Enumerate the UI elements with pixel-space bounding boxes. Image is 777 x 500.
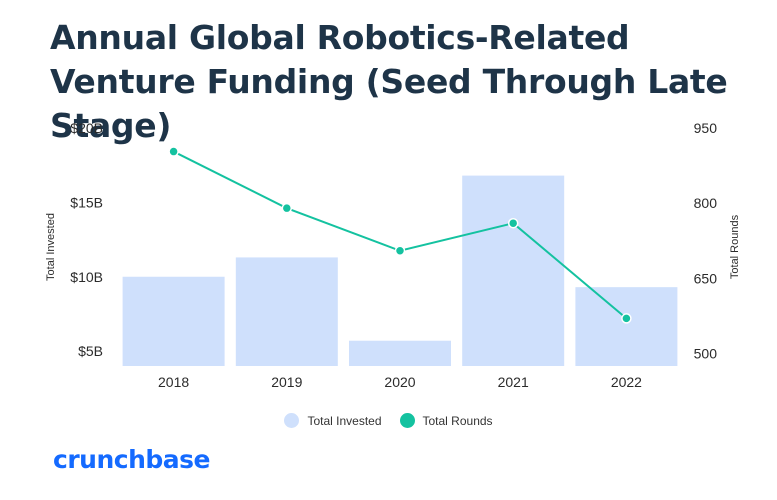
bar-2019 [235,257,338,366]
rounds-point-2020 [394,245,406,257]
bar-2020 [349,340,451,366]
x-tick-label: 2020 [384,374,415,390]
left-tick-label: $20B [70,120,103,136]
left-axis-title: Total Invested [45,213,57,281]
right-axis-title: Total Rounds [729,214,741,279]
rounds-point-2021 [507,217,519,229]
legend-label-total-invested: Total Invested [307,413,382,428]
left-tick-label: $10B [70,269,103,285]
legend-item-total-rounds: Total Rounds [399,413,493,428]
right-tick-label: 950 [694,120,718,136]
bar-2018 [122,276,225,366]
legend-label-total-rounds: Total Rounds [422,413,493,428]
x-tick-label: 2022 [611,374,642,390]
rounds-point-2019 [281,202,293,214]
legend-item-total-invested: Total Invested [284,413,382,428]
crunchbase-logo: crunchbase [53,445,210,474]
right-tick-label: 800 [694,195,718,211]
x-tick-label: 2018 [158,374,189,390]
bar-2021 [462,175,565,366]
x-tick-label: 2021 [498,374,529,390]
bar-2022 [575,287,678,366]
right-tick-label: 500 [694,345,718,361]
chart-title: Annual Global Robotics-Related Venture F… [50,18,728,145]
legend-swatch-line [399,413,415,428]
chart: $5B $10B $15B $20B 500 650 800 950 2018 2019 2020 2… [45,120,741,390]
legend: Total Invested Total Rounds [0,413,777,428]
legend-swatch-bar [284,413,300,428]
x-tick-label: 2019 [271,374,302,390]
rounds-point-2018 [168,146,179,157]
rounds-point-2022 [621,313,632,324]
right-tick-label: 650 [694,270,718,286]
left-tick-label: $5B [78,343,103,359]
left-tick-label: $15B [70,194,103,210]
